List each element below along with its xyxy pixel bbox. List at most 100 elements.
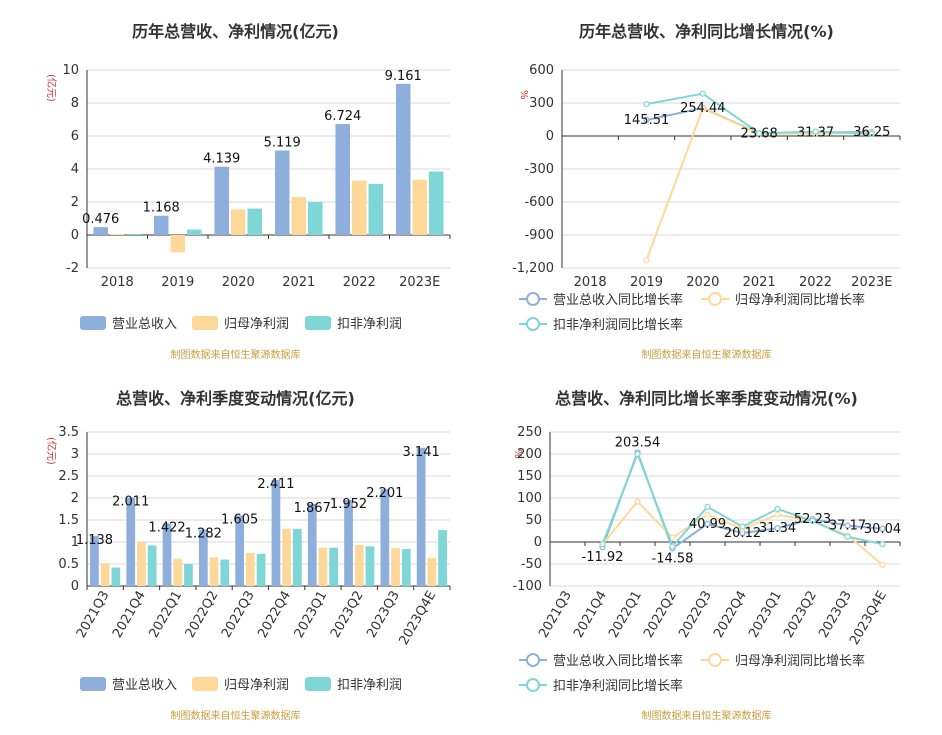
data-label: 1.168 [143,201,180,216]
x-tick-label: 2022Q4 [711,589,750,641]
bar [184,564,193,586]
data-label: 36.25 [853,125,890,140]
y-tick-label: -100 [512,579,542,594]
x-tick-label: 2018 [574,275,607,290]
quarterly-revenue-profit-chart: 总营收、净利季度变动情况(亿元) (亿元) 0 0.5 1 1.5 2 2.5 3 3.5 20… [0,367,471,734]
chart-plot: -1,200 -900 -600 -300 0 300 600 2018 2019 2020 202… [512,63,901,290]
chart-plot: -100 -50 0 50 100 150 200 250 2021Q32021Q42022Q1… [512,425,901,648]
data-label: 31.34 [759,521,796,536]
x-tick-label: 2023Q3 [364,589,403,641]
bar [291,197,307,235]
bar [187,229,202,235]
y-tick-label: 300 [529,96,554,111]
data-label: 1.867 [294,501,331,516]
legend-item-revenue-growth[interactable]: 营业总收入同比增长率 [519,289,683,308]
annual-growth-chart: 历年总营收、净利同比增长情况(%) % -1,200 -900 -600 -300 0 3… [471,0,942,367]
data-point [643,257,650,264]
legend-item-revenue[interactable]: 营业总收入 [80,674,177,693]
y-tick-label: 8 [71,96,79,111]
data-source-note: 制图数据来自恒生聚源数据库 [641,350,772,361]
y-tick-label: 150 [517,469,542,484]
data-label: 2.011 [112,495,149,510]
bar [380,489,390,586]
bar [412,179,428,235]
x-tick-label: 2019 [630,275,663,290]
data-label: 4.139 [203,152,240,167]
data-label: 2.411 [257,477,294,492]
y-tick-label: 3.5 [58,425,79,440]
y-tick-label: 10 [62,63,79,78]
y-tick-label: 0 [534,535,542,550]
bar [271,479,281,586]
x-tick-label: 2021Q3 [536,589,575,641]
quarterly-growth-chart: 总营收、净利同比增长率季度变动情况(%) % -100 -50 0 50 100 150 2… [471,367,942,734]
legend-item-deducted-profit[interactable]: 扣非净利润 [305,313,402,332]
legend-item-net-profit[interactable]: 归母净利润 [192,674,289,693]
x-tick-label: 2023Q2 [328,589,367,641]
bar [293,528,302,586]
y-tick-label: -2 [66,261,79,276]
bar [109,234,125,235]
bar [153,215,169,235]
bar [329,547,339,586]
data-point [868,130,875,137]
data-label: 6.724 [324,109,361,124]
bar [230,209,246,235]
y-tick-label: -900 [524,228,554,243]
data-label: 5.119 [264,136,301,151]
data-source-note: 制图数据来自恒生聚源数据库 [170,711,301,722]
bar [170,235,186,253]
data-label: 203.54 [615,435,661,450]
chart-title: 总营收、净利同比增长率季度变动情况(%) [555,389,858,408]
y-tick-label: 1.5 [58,513,79,528]
data-label: 23.68 [741,126,778,141]
bar [368,183,384,235]
bar [344,500,353,586]
chart-title: 历年总营收、净利同比增长情况(%) [579,22,834,41]
y-tick-label: 600 [529,63,554,78]
bar [416,447,426,586]
data-label: 52.23 [794,512,831,527]
chart-plot: 0 0.5 1 1.5 2 2.5 3 3.5 2021Q32021Q42022Q12022Q2… [58,425,451,648]
legend-item-net-profit[interactable]: 归母净利润 [192,313,289,332]
legend-item-net-profit-growth[interactable]: 归母净利润同比增长率 [701,650,865,669]
data-label: 9.161 [385,69,422,84]
legend-item-deducted-profit-growth[interactable]: 扣非净利润同比增长率 [519,314,683,333]
legend-item-deducted-profit-growth[interactable]: 扣非净利润同比增长率 [519,675,683,694]
bar [100,563,110,586]
x-tick-label: 2022Q1 [146,589,185,641]
x-tick-label: 2021Q4 [571,589,610,641]
bar [256,553,266,586]
data-point [634,498,641,505]
y-tick-label: 0 [71,579,79,594]
bar [307,503,317,586]
data-point [634,450,641,458]
legend-item-deducted-profit[interactable]: 扣非净利润 [305,674,402,693]
chart-title: 总营收、净利季度变动情况(亿元) [116,389,355,408]
bar [111,567,121,586]
x-tick-label: 2023Q3 [816,589,855,641]
bar [235,515,244,586]
data-label: 254.44 [680,101,726,116]
legend-item-revenue[interactable]: 营业总收入 [80,313,177,332]
y-tick-label: 200 [517,447,542,462]
bar [429,171,444,235]
x-tick-label: 2020 [686,275,719,290]
x-tick-label: 2022 [799,275,832,290]
y-tick-label: 3 [71,447,79,462]
data-point [756,130,763,137]
x-tick-label: 2022Q2 [183,589,222,641]
data-point [774,525,781,532]
bar [90,535,99,586]
bar [220,559,230,586]
y-tick-label: -1,200 [512,261,554,276]
y-tick-label: -300 [524,162,554,177]
legend-item-revenue-growth[interactable]: 营业总收入同比增长率 [519,650,683,669]
data-label: 3.141 [403,445,440,460]
data-label: 1.952 [330,497,367,512]
data-point [844,522,851,529]
y-tick-label: 2.5 [58,469,79,484]
bar [245,553,255,586]
data-label: 1.422 [148,520,185,535]
legend-item-net-profit-growth[interactable]: 归母净利润同比增长率 [701,289,865,308]
